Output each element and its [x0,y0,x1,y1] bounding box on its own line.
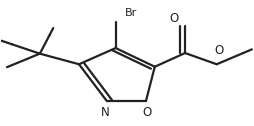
Text: N: N [100,106,109,119]
Text: O: O [169,12,178,25]
Text: Br: Br [124,8,137,18]
Text: O: O [214,44,223,57]
Text: O: O [142,106,152,119]
